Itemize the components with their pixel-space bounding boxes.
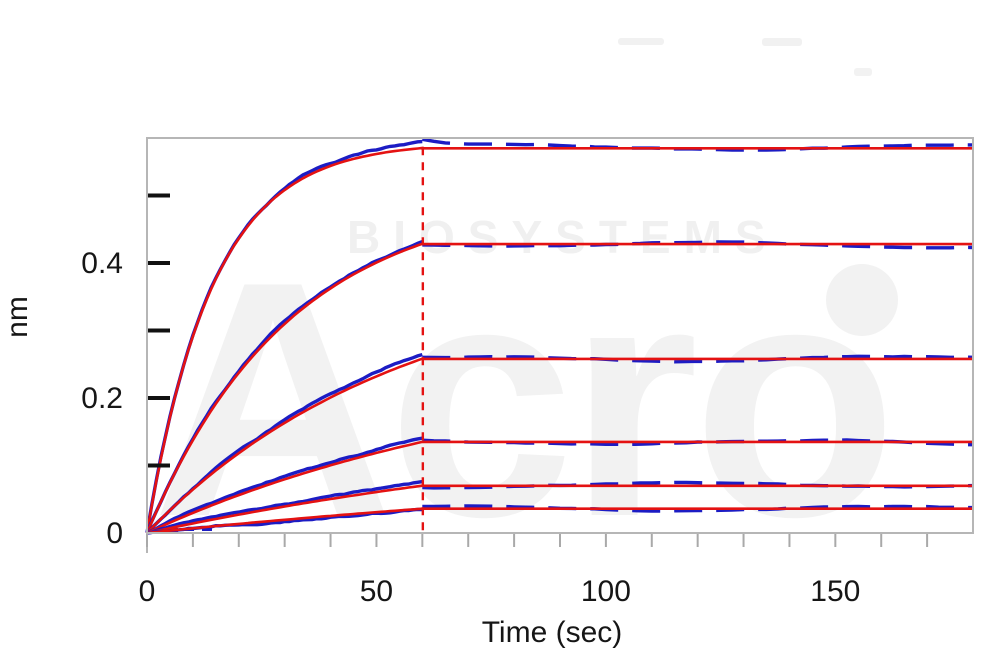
trace-5-data-association [146,479,423,535]
trace-6-data-dissociation [422,504,974,513]
x-tick-label-0: 0 [139,575,156,608]
x-axis-title: Time (sec) [482,616,623,649]
y-tick-label-0.2: 0.2 [81,382,123,415]
scan-smudge [854,68,872,76]
x-tick-label-100: 100 [581,575,631,608]
acro-watermark: BIOSYSTEMS Acro [152,38,898,586]
scan-smudge [762,38,802,46]
trace-4-data-association [146,436,423,535]
y-tick-label-0.4: 0.4 [81,247,123,280]
trace-5-fit-line [146,484,973,535]
trace-2-fit-line [145,241,973,534]
trace-1-fit-line [145,146,973,534]
scan-smudge [618,38,664,45]
x-tick-label-150: 150 [810,575,860,608]
axis-labels: Time (sec) nm 0 50 100 150 0 0.2 0.4 [1,247,860,649]
watermark-dot [826,264,898,336]
trace-2-data-dissociation [422,240,974,250]
trace-3-data-dissociation [422,354,974,364]
y-tick-label-0: 0 [106,517,123,550]
trace-3-fit-line [146,356,973,534]
curves-layer [145,137,974,535]
x-tick-label-50: 50 [360,575,393,608]
watermark-acro-text: Acro [152,212,891,586]
axis-ticks [146,193,929,547]
y-axis-title: nm [1,296,34,338]
trace-4-fit-line [146,440,973,535]
plot-border [146,137,974,534]
trace-6-fit-line [146,507,973,535]
watermark-biosystems-text: BIOSYSTEMS [347,211,779,263]
